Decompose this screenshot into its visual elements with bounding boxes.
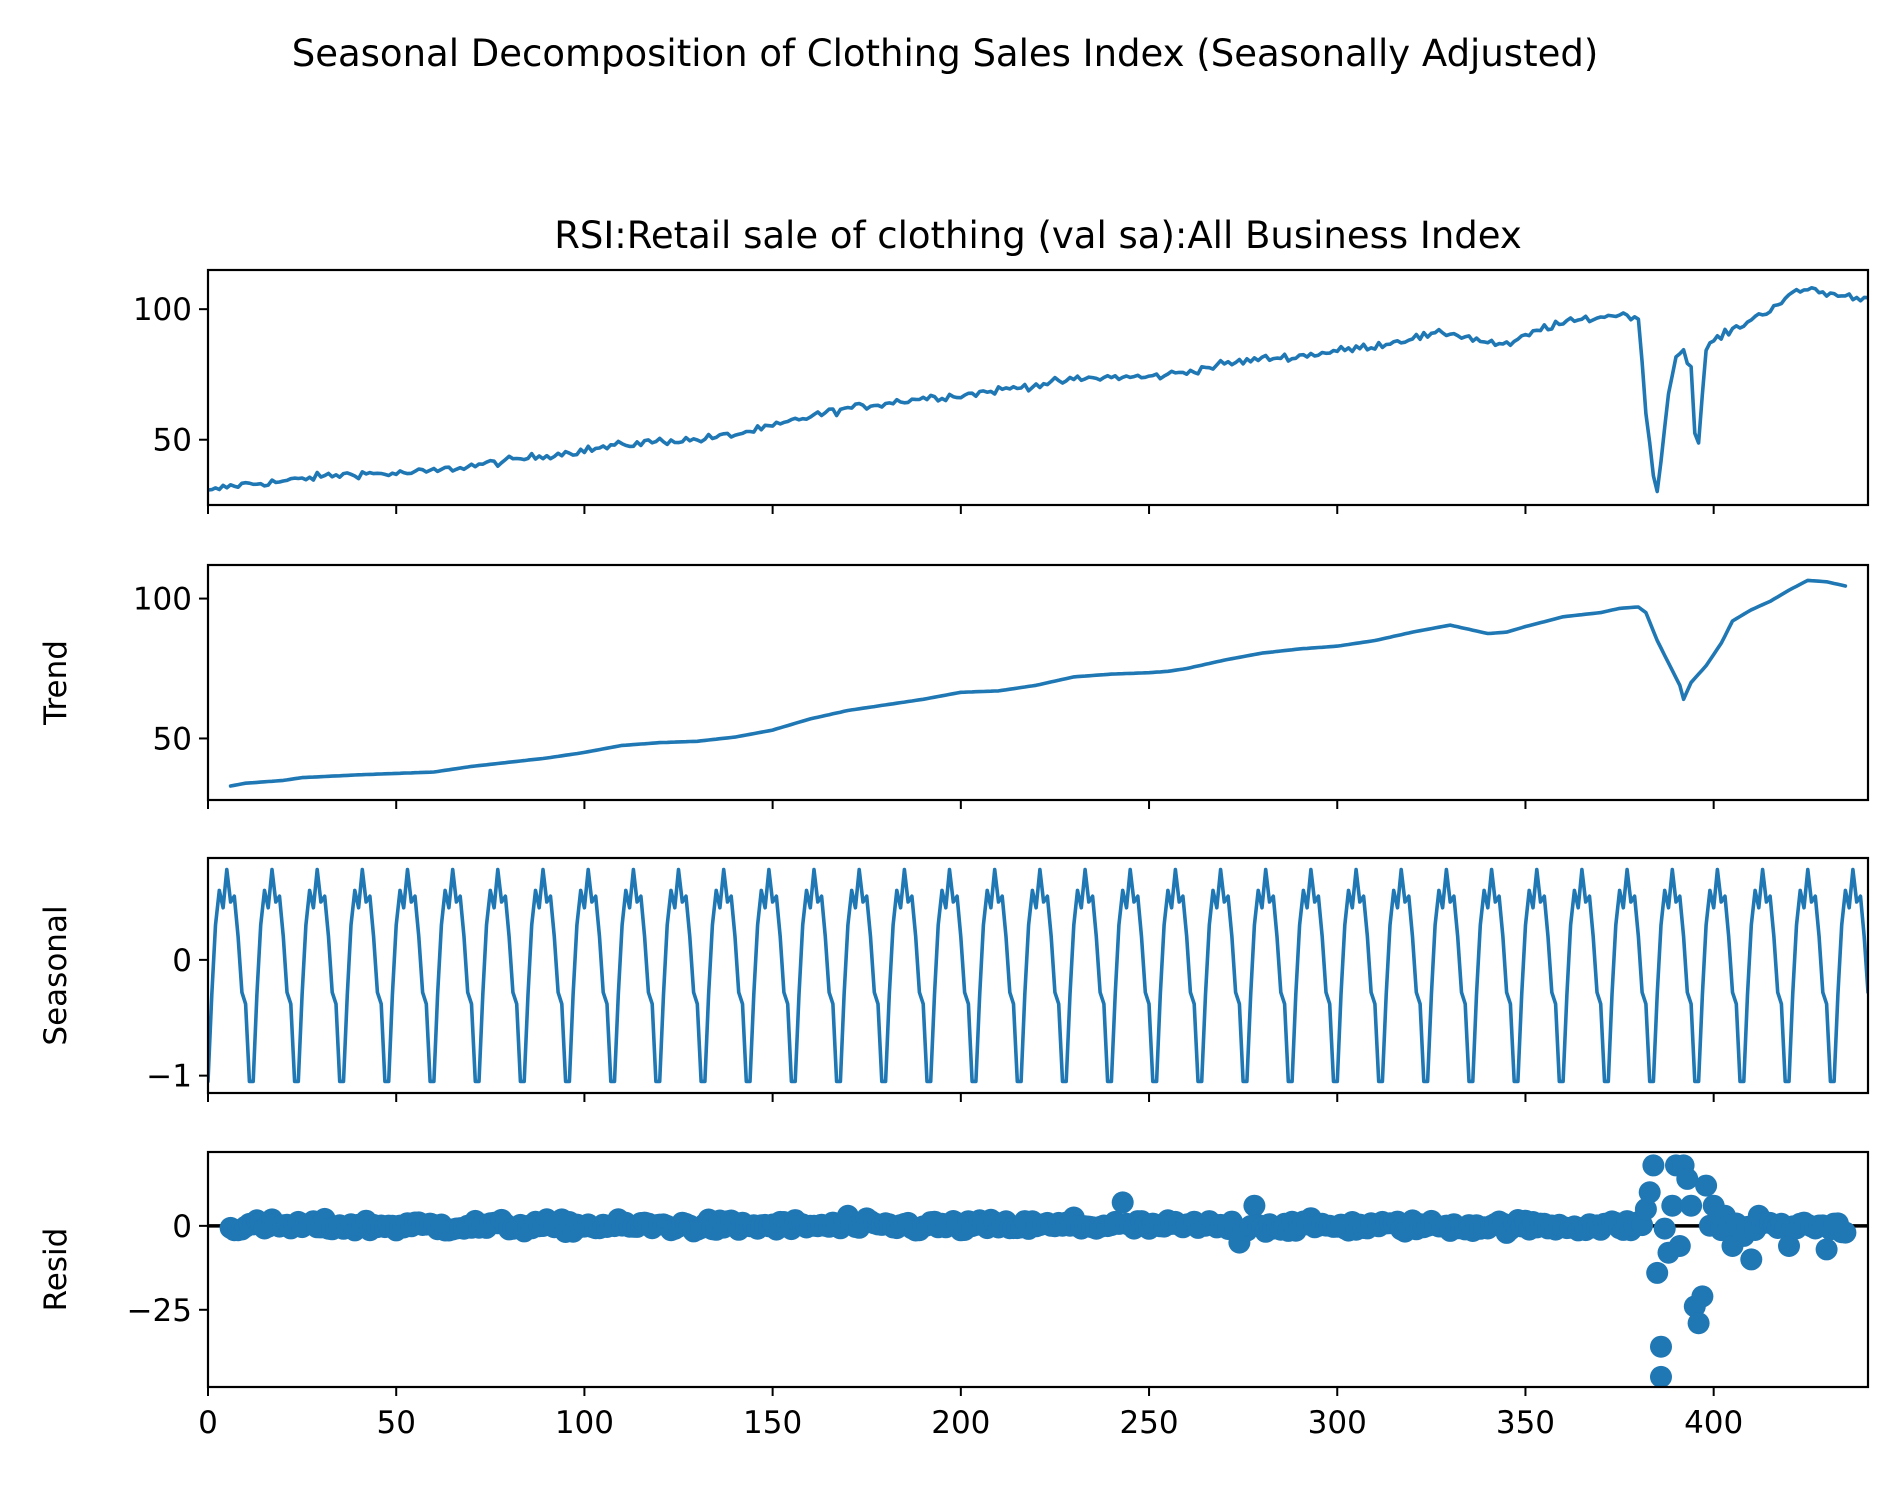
resid-point-396 bbox=[1687, 1312, 1710, 1335]
resid-point-391 bbox=[1668, 1235, 1691, 1257]
ytick-label-resid-0: 0 bbox=[172, 1209, 192, 1245]
xtick-label-250: 250 bbox=[1119, 1405, 1178, 1441]
ytick-label-observed-100: 100 bbox=[133, 292, 192, 328]
resid-point-278 bbox=[1243, 1194, 1266, 1217]
panel-seasonal: Seasonal −1 0 bbox=[38, 856, 1870, 1102]
resid-point-435 bbox=[1834, 1221, 1857, 1244]
ytick-label-observed-50: 50 bbox=[153, 423, 192, 459]
series-line-seasonal bbox=[208, 867, 1868, 1084]
ytick-label-trend-50: 50 bbox=[153, 721, 192, 757]
panel-observed: RSI:Retail sale of clothing (val sa):All… bbox=[133, 214, 1870, 514]
panel-resid: Resid −25 0 0 50 100 150 200 250 300 350 400 bbox=[38, 1150, 1870, 1441]
resid-point-389 bbox=[1661, 1194, 1684, 1217]
resid-point-393 bbox=[1676, 1167, 1699, 1190]
plot-area-resid bbox=[208, 1154, 1868, 1387]
xtick-label-350: 350 bbox=[1496, 1405, 1555, 1441]
xtick-label-0: 0 bbox=[198, 1405, 218, 1441]
resid-point-243 bbox=[1111, 1191, 1134, 1214]
series-line-observed bbox=[208, 286, 1868, 494]
xtick-label-400: 400 bbox=[1684, 1405, 1743, 1441]
axes-frame-resid bbox=[206, 1150, 1870, 1389]
ytick-label-resid--25: −25 bbox=[127, 1293, 192, 1329]
ylabel-resid: Resid bbox=[38, 1228, 74, 1312]
resid-point-383 bbox=[1638, 1181, 1661, 1204]
ylabel-seasonal: Seasonal bbox=[38, 905, 74, 1045]
axes-frame-trend bbox=[206, 563, 1870, 802]
xtick-label-100: 100 bbox=[555, 1405, 614, 1441]
xtick-label-50: 50 bbox=[376, 1405, 415, 1441]
resid-point-384 bbox=[1642, 1154, 1665, 1177]
resid-point-430 bbox=[1815, 1238, 1838, 1261]
panels-group: RSI:Retail sale of clothing (val sa):All… bbox=[38, 214, 1870, 1441]
plot-area-trend bbox=[228, 578, 1848, 788]
ytick-label-trend-100: 100 bbox=[133, 582, 192, 618]
xtick-label-300: 300 bbox=[1308, 1405, 1367, 1441]
ytick-label-seasonal-0: 0 bbox=[172, 943, 192, 979]
resid-point-386 bbox=[1650, 1335, 1672, 1358]
resid-point-386-1 bbox=[1650, 1365, 1672, 1387]
plot-area-observed bbox=[208, 286, 1868, 494]
chart-title: Seasonal Decomposition of Clothing Sales… bbox=[292, 32, 1599, 75]
axes-frame-seasonal bbox=[206, 856, 1870, 1095]
ytick-label-seasonal--1: −1 bbox=[146, 1059, 192, 1095]
axes-frame-observed bbox=[206, 268, 1870, 507]
xtick-label-200: 200 bbox=[931, 1405, 990, 1441]
panel-trend: Trend 50 100 bbox=[38, 563, 1870, 809]
ylabel-trend: Trend bbox=[38, 640, 74, 726]
plot-area-seasonal bbox=[208, 867, 1868, 1084]
resid-point-387 bbox=[1653, 1217, 1676, 1240]
xtick-label-150: 150 bbox=[743, 1405, 802, 1441]
resid-point-394 bbox=[1680, 1194, 1703, 1217]
panel-title-observed: RSI:Retail sale of clothing (val sa):All… bbox=[554, 214, 1522, 257]
resid-point-397 bbox=[1691, 1285, 1714, 1308]
resid-point-385 bbox=[1646, 1261, 1669, 1284]
series-line-trend bbox=[228, 578, 1848, 788]
resid-point-382 bbox=[1634, 1198, 1657, 1221]
resid-point-420 bbox=[1778, 1235, 1800, 1257]
resid-point-398 bbox=[1695, 1174, 1718, 1197]
resid-point-410 bbox=[1740, 1248, 1763, 1271]
